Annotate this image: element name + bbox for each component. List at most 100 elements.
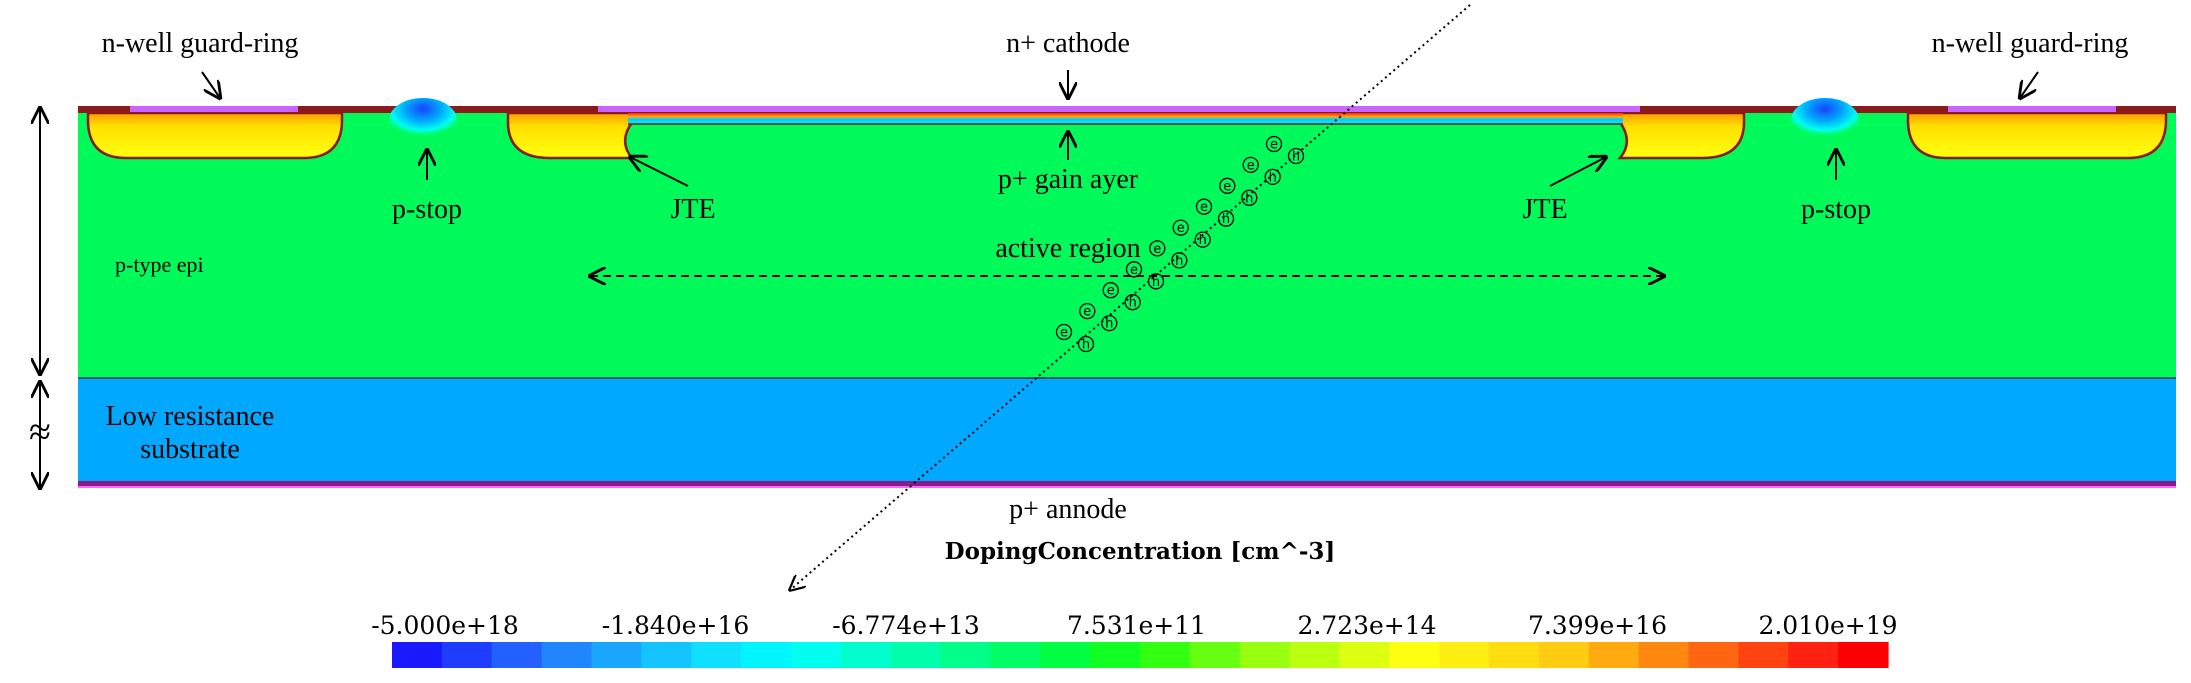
svg-text:e: e: [1223, 179, 1231, 194]
electron-marker: e: [1079, 302, 1096, 320]
colorbar-tick-label: 7.531e+11: [1067, 611, 1206, 640]
hole-marker: h: [1124, 294, 1141, 311]
break-symbol: ≈: [29, 409, 51, 454]
svg-text:h: h: [1269, 170, 1277, 185]
colorbar-tick-label: 2.723e+14: [1297, 611, 1436, 640]
hole-marker: h: [1147, 273, 1165, 290]
colorbar-cell: [591, 642, 642, 668]
jte-left: [506, 111, 644, 160]
colorbar-cell: [641, 642, 692, 668]
svg-text:e: e: [1177, 221, 1185, 236]
label-nwell-guard-ring-left: n-well guard-ring: [102, 28, 299, 59]
svg-text:e: e: [1083, 305, 1091, 320]
colorbar-cell: [1090, 642, 1141, 668]
pstop-left: [389, 98, 457, 142]
colorbar-cell: [1289, 642, 1341, 668]
hole-marker: h: [1264, 168, 1281, 185]
hole-marker: h: [1077, 335, 1095, 353]
colorbar-tick-label: -5.000e+18: [371, 611, 519, 640]
svg-text:e: e: [1247, 158, 1255, 173]
colorbar-cell: [1389, 642, 1440, 668]
svg-text:h: h: [1152, 275, 1160, 290]
colorbar-cell: [1239, 642, 1291, 668]
svg-text:e: e: [1153, 242, 1161, 257]
label-anode: p+ annode: [1009, 494, 1127, 525]
colorbar-cell: [1538, 642, 1590, 668]
label-jte-right: JTE: [1522, 194, 1567, 225]
nwell-guard-ring-right: [1906, 111, 2168, 160]
colorbar-tick-label: -1.840e+16: [602, 611, 750, 640]
label-epi: p-type epi: [115, 252, 204, 277]
label-substrate-line2: substrate: [140, 434, 240, 465]
label-gain-layer: p+ gain ayer: [998, 164, 1139, 195]
label-substrate-line1: Low resistance: [106, 401, 275, 432]
particle-track: [790, 4, 1471, 590]
colorbar-cell: [1140, 642, 1191, 668]
label-active-region: active region: [995, 233, 1140, 264]
colorbar-cell: [1439, 642, 1490, 668]
svg-text:h: h: [1175, 254, 1183, 269]
metal-contact-right: [1948, 106, 2116, 112]
svg-text:h: h: [1129, 296, 1137, 311]
svg-text:e: e: [1200, 200, 1208, 215]
hole-marker: h: [1287, 147, 1305, 165]
label-pstop-right: p-stop: [1801, 194, 1871, 225]
electron-marker: e: [1055, 323, 1073, 341]
colorbar-cell: [840, 642, 892, 668]
cathode-metal: [598, 106, 1640, 112]
svg-text:h: h: [1222, 212, 1230, 227]
hole-marker: h: [1217, 210, 1235, 227]
colorbar-cell: [1489, 642, 1540, 668]
colorbar-cell: [1638, 642, 1690, 668]
device-cross-section: [78, 98, 2176, 488]
colorbar-cell: [1788, 642, 1839, 668]
colorbar-cell: [541, 642, 593, 668]
colorbar-cell: [392, 642, 443, 668]
electron-marker: e: [1265, 135, 1283, 153]
colorbar-cell: [1189, 642, 1241, 668]
svg-text:e: e: [1107, 284, 1115, 299]
colorbar-cell: [1339, 642, 1390, 668]
metal-contact-left: [130, 106, 298, 112]
colorbar-cell: [491, 642, 543, 668]
colorbar-cell: [1588, 642, 1640, 668]
nwell-guard-ring-left: [86, 111, 344, 160]
colorbar-cell: [741, 642, 792, 668]
svg-text:h: h: [1082, 338, 1090, 353]
svg-text:h: h: [1199, 233, 1207, 248]
hole-marker: h: [1101, 314, 1118, 332]
anode-layer: [78, 481, 2176, 486]
electron-marker: e: [1172, 219, 1189, 236]
colorbar-cells: [392, 642, 1889, 668]
label-nwell-guard-ring-right: n-well guard-ring: [1932, 28, 2129, 59]
electron-marker: e: [1242, 156, 1259, 173]
colorbar-cell: [1738, 642, 1789, 668]
colorbar-cell: [1040, 642, 1091, 668]
colorbar-tick-labels: -5.000e+18 -1.840e+16 -6.774e+13 7.531e+11 2…: [371, 611, 1897, 640]
doping-colorbar: DopingConcentration [cm^-3] -5.000e+18 -1…: [371, 538, 1898, 668]
colorbar-cell: [890, 642, 942, 668]
svg-text:h: h: [1105, 317, 1113, 332]
colorbar-cell: [940, 642, 991, 668]
colorbar-cell: [441, 642, 493, 668]
electron-marker: e: [1149, 240, 1166, 257]
svg-text:e: e: [1130, 263, 1138, 278]
colorbar-cell: [790, 642, 842, 668]
colorbar-tick-label: 2.010e+19: [1758, 611, 1897, 640]
annotations: n-well guard-ring n-well guard-ring n+ c…: [102, 28, 2129, 525]
label-cathode: n+ cathode: [1006, 28, 1130, 59]
hole-marker: h: [1171, 252, 1188, 269]
electron-marker: e: [1125, 261, 1143, 278]
label-pstop-left: p-stop: [392, 194, 462, 225]
gain-layer: [628, 113, 1623, 124]
electron-marker: e: [1195, 198, 1213, 215]
label-jte-left: JTE: [670, 194, 715, 225]
colorbar-cell: [1688, 642, 1739, 668]
colorbar-cell: [1838, 642, 1889, 668]
svg-text:e: e: [1270, 138, 1278, 153]
colorbar-tick-label: 7.399e+16: [1528, 611, 1667, 640]
electron-marker: e: [1219, 177, 1236, 194]
svg-text:e: e: [1060, 326, 1068, 341]
